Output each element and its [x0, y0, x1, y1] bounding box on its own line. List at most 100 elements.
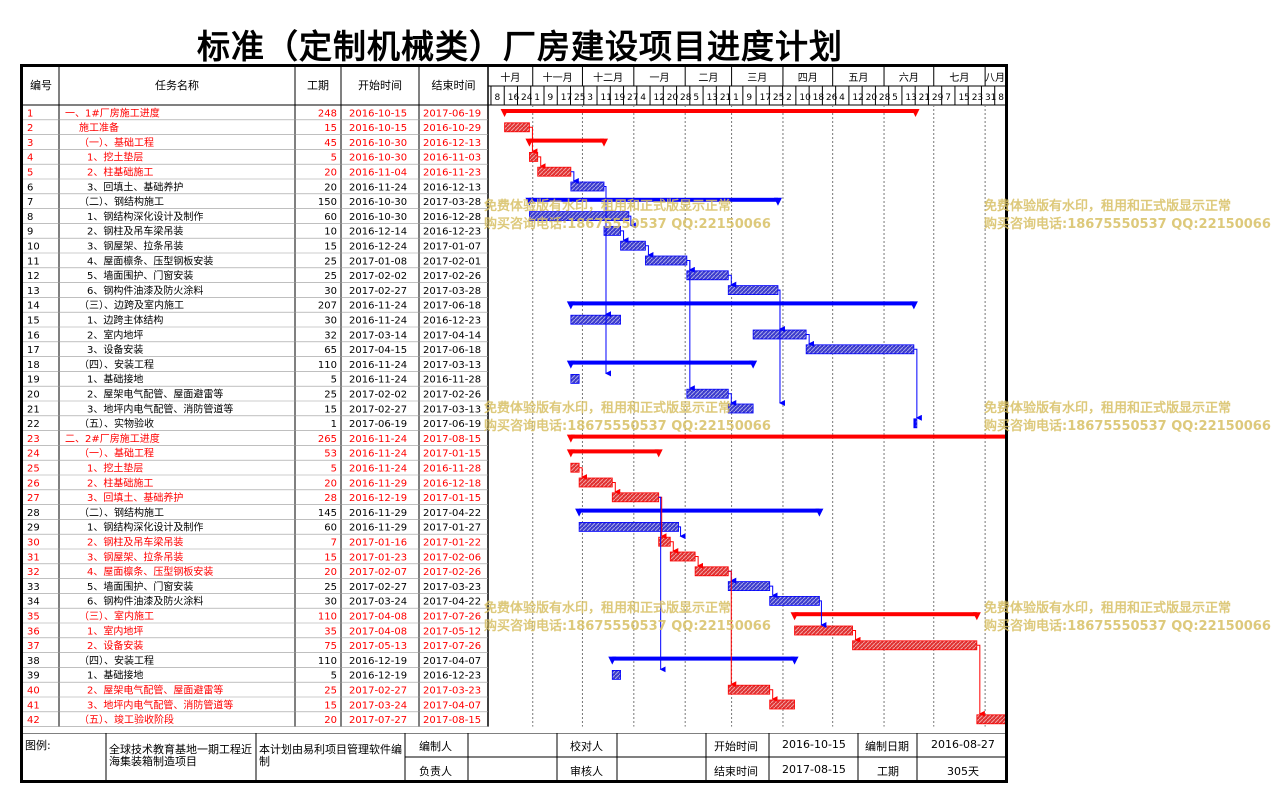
- summary-end-marker: [749, 360, 758, 369]
- task-duration: 15: [324, 242, 337, 253]
- day-label: 21: [720, 93, 731, 103]
- row-number: 12: [27, 271, 40, 282]
- task-start: 2016-12-14: [349, 227, 407, 238]
- day-label: 25: [574, 93, 585, 103]
- task-name: （三）、室内施工: [79, 610, 154, 623]
- dependency-link: [658, 496, 666, 673]
- task-end: 2016-12-23: [423, 316, 481, 327]
- row-number: 25: [27, 464, 40, 475]
- task-bar: [852, 640, 978, 651]
- task-start: 2017-06-19: [349, 419, 407, 430]
- task-end: 2017-08-15: [423, 434, 481, 445]
- row-number: 37: [27, 641, 40, 652]
- task-name: 3、设备安装: [87, 343, 143, 356]
- task-start: 2017-05-13: [349, 641, 407, 652]
- task-duration: 45: [324, 138, 337, 149]
- day-label: 5: [892, 93, 898, 103]
- task-duration: 75: [324, 641, 337, 652]
- row-number: 42: [27, 715, 40, 726]
- row-number: 8: [27, 212, 33, 223]
- day-label: 31: [985, 93, 996, 103]
- day-label: 13: [707, 93, 718, 103]
- task-start: 2017-01-08: [349, 256, 407, 267]
- task-end: 2017-03-23: [423, 686, 481, 697]
- month-label: 十一月: [543, 71, 573, 84]
- dependency-link: [570, 171, 579, 184]
- task-duration: 28: [324, 493, 337, 504]
- task-duration: 265: [318, 434, 337, 445]
- summary-start-marker: [566, 360, 575, 369]
- summary-end-marker: [815, 508, 824, 517]
- day-label: 24: [521, 93, 533, 103]
- task-end: 2017-04-22: [423, 597, 481, 608]
- task-bar: [727, 403, 754, 414]
- task-name: 1、钢结构深化设计及制作: [87, 521, 203, 534]
- summary-bar: [570, 360, 754, 365]
- task-name: 3、回填土、基础养护: [87, 180, 183, 193]
- month-label: 十二月: [593, 71, 623, 84]
- task-bar: [570, 314, 621, 325]
- task-name: 2、屋架电气配管、屋面避雷等: [87, 388, 223, 401]
- project-name: 全球技术教育基地一期工程近海集装箱制造项目: [109, 743, 252, 768]
- task-start: 2016-11-29: [349, 508, 407, 519]
- task-duration: 53: [324, 449, 337, 460]
- task-bar: [794, 625, 853, 636]
- task-bar: [645, 255, 688, 266]
- task-bar: [694, 566, 729, 577]
- task-end: 2016-10-29: [423, 123, 481, 134]
- summary-bar: [529, 138, 604, 143]
- task-bar: [669, 551, 696, 562]
- task-end: 2017-03-13: [423, 404, 481, 415]
- row-number: 33: [27, 582, 40, 593]
- dependency-link: [612, 482, 621, 495]
- task-start: 2016-11-24: [349, 449, 407, 460]
- summary-bar: [570, 301, 914, 306]
- day-label: 10: [799, 93, 811, 103]
- task-name: 2、室内地坪: [87, 328, 143, 341]
- task-end: 2016-12-23: [423, 671, 481, 682]
- row-number: 28: [27, 508, 40, 519]
- day-label: 9: [746, 93, 752, 103]
- task-bar: [578, 521, 679, 532]
- task-end: 2017-05-12: [423, 626, 481, 637]
- summary-start-marker: [575, 508, 584, 517]
- row-number: 22: [27, 419, 40, 430]
- day-label: 12: [852, 93, 863, 103]
- task-start: 2017-04-08: [349, 626, 407, 637]
- task-bar: [769, 596, 820, 606]
- task-end: 2017-06-18: [423, 345, 481, 356]
- month-label: 七月: [949, 72, 969, 84]
- task-start: 2016-10-30: [349, 138, 407, 149]
- task-bar: [504, 122, 530, 133]
- task-name: （四）、安装工程: [79, 358, 154, 371]
- day-label: 25: [773, 93, 784, 103]
- dependency-link: [579, 467, 588, 480]
- task-duration: 15: [324, 123, 337, 134]
- watermark: 免费体验版有水印，租用和正式版显示正常 购买咨询电话:18675550537 Q…: [984, 198, 1271, 234]
- task-duration: 15: [324, 404, 337, 415]
- task-start: 2017-01-23: [349, 552, 407, 563]
- month-label: 十月: [500, 71, 520, 84]
- task-name: 3、钢屋架、拉条吊装: [87, 550, 183, 563]
- summary-bar: [570, 449, 659, 454]
- summary-start-marker: [525, 138, 534, 147]
- task-end: 2017-04-14: [423, 330, 481, 341]
- task-duration: 15: [324, 700, 337, 711]
- task-name: 一、1#厂房施工进度: [65, 106, 160, 119]
- row-number: 24: [27, 449, 40, 460]
- month-label: 六月: [899, 72, 919, 84]
- legend-label: 图例:: [25, 739, 51, 752]
- day-label: 28: [879, 93, 891, 103]
- task-start: 2016-12-24: [349, 242, 407, 253]
- row-number: 2: [27, 123, 33, 134]
- compile-date-label: 编制日期: [865, 740, 909, 753]
- dependency-link: [728, 393, 737, 406]
- task-end: 2016-12-18: [423, 478, 481, 489]
- task-duration: 20: [324, 715, 337, 726]
- month-label: 四月: [798, 72, 818, 84]
- day-label: 5: [693, 93, 699, 103]
- task-duration: 110: [318, 656, 337, 667]
- start-time-value: 2016-10-15: [782, 738, 846, 751]
- task-end: 2017-04-07: [423, 700, 481, 711]
- task-name: （三）、边跨及室内施工: [79, 299, 184, 312]
